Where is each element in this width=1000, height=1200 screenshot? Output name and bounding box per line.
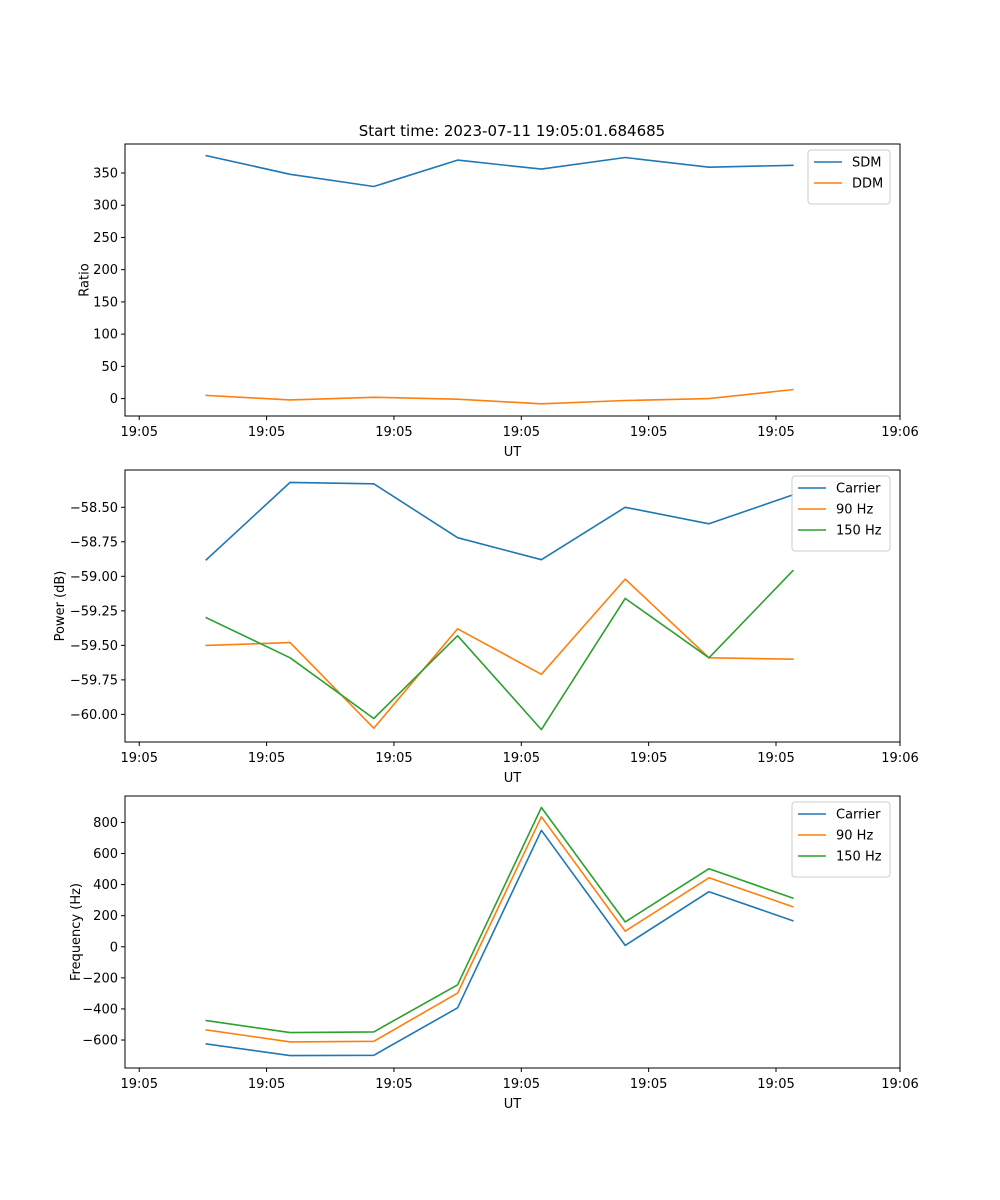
x-tick-label: 19:05: [121, 1077, 158, 1092]
legend-label: 90 Hz: [836, 503, 873, 518]
y-tick-label: 0: [110, 940, 118, 955]
y-tick-label: 300: [93, 199, 118, 214]
legend-label: 150 Hz: [836, 850, 882, 865]
x-axis-label: UT: [504, 1097, 522, 1112]
series-line-ddm: [205, 388, 794, 405]
figure-title: Start time: 2023-07-11 19:05:01.684685: [359, 122, 665, 140]
y-tick-label: 50: [101, 360, 118, 375]
legend: Carrier 90 Hz 150 Hz: [791, 475, 891, 552]
panel-power: 19:05 19:05 19:05 19:05 19:05 19:05 19:06 −60.0…: [53, 469, 919, 786]
y-tick-label: −59.50: [70, 639, 118, 654]
x-tick-label: 19:05: [757, 1077, 794, 1092]
series-line-90-hz: [205, 815, 794, 1043]
x-tick-label: 19:05: [121, 751, 158, 766]
x-axis-label: UT: [504, 445, 522, 460]
y-tick-label: 100: [93, 328, 118, 343]
y-tick-label: 200: [93, 263, 118, 278]
y-tick-label: −58.75: [70, 535, 118, 550]
legend-box: [791, 801, 891, 878]
x-tick-label: 19:05: [375, 1077, 412, 1092]
plot-frame: [124, 143, 901, 417]
y-axis-label: Ratio: [77, 263, 92, 296]
y-tick-label: 250: [93, 231, 118, 246]
x-tick-label: 19:05: [630, 425, 667, 440]
x-tick-label: 19:05: [248, 425, 285, 440]
x-tick-label: 19:05: [121, 425, 158, 440]
y-tick-label: 0: [110, 392, 118, 407]
x-tick-label: 19:06: [881, 1077, 918, 1092]
legend-box: [807, 149, 891, 205]
x-tick-label: 19:05: [503, 751, 540, 766]
panel-frequency: 19:05 19:05 19:05 19:05 19:05 19:05 19:06 −600 −…: [69, 795, 919, 1112]
x-tick-label: 19:05: [375, 751, 412, 766]
series-line-carrier: [205, 481, 794, 561]
x-tick-label: 19:05: [757, 425, 794, 440]
x-tick-label: 19:05: [248, 751, 285, 766]
x-tick-label: 19:05: [757, 751, 794, 766]
panels: 19:05 19:05 19:05 19:05 19:05 19:05 19:06 0 50 10…: [53, 143, 919, 1112]
y-axis-label: Power (dB): [53, 571, 68, 642]
x-tick-label: 19:06: [881, 751, 918, 766]
legend-box: [791, 475, 891, 552]
legend: Carrier 90 Hz 150 Hz: [791, 801, 891, 878]
y-axis-label: Frequency (Hz): [69, 883, 84, 981]
y-tick-label: 350: [93, 167, 118, 182]
series-line-90-hz: [205, 578, 794, 730]
y-tick-label: 200: [93, 909, 118, 924]
x-tick-label: 19:05: [503, 425, 540, 440]
x-axis-label: UT: [504, 771, 522, 786]
legend-label: 150 Hz: [836, 524, 882, 539]
y-tick-label: 150: [93, 295, 118, 310]
x-tick-label: 19:06: [881, 425, 918, 440]
series-line-150-hz: [205, 569, 794, 731]
x-tick-label: 19:05: [503, 1077, 540, 1092]
legend-label: SDM: [852, 156, 881, 171]
y-tick-label: −60.00: [70, 708, 118, 723]
series-line-sdm: [205, 154, 794, 188]
x-tick-label: 19:05: [248, 1077, 285, 1092]
y-tick-label: −400: [82, 1002, 118, 1017]
y-tick-label: −58.50: [70, 501, 118, 516]
y-tick-label: −59.00: [70, 570, 118, 585]
y-tick-label: −200: [82, 971, 118, 986]
y-tick-label: 800: [93, 816, 118, 831]
series-line-150-hz: [205, 806, 794, 1034]
x-tick-label: 19:05: [375, 425, 412, 440]
series-line-carrier: [205, 829, 794, 1057]
x-tick-label: 19:05: [630, 1077, 667, 1092]
panel-ratio: 19:05 19:05 19:05 19:05 19:05 19:05 19:06 0 50 10…: [77, 143, 919, 460]
plot-frame: [124, 469, 901, 743]
legend-label: DDM: [852, 177, 883, 192]
legend: SDM DDM: [807, 149, 891, 205]
y-tick-label: −59.75: [70, 673, 118, 688]
y-tick-label: −600: [82, 1034, 118, 1049]
legend-label: Carrier: [836, 808, 881, 823]
y-tick-label: 600: [93, 847, 118, 862]
y-tick-label: 400: [93, 878, 118, 893]
y-tick-label: −59.25: [70, 604, 118, 619]
plot-frame: [124, 795, 901, 1069]
legend-label: 90 Hz: [836, 829, 873, 844]
legend-label: Carrier: [836, 482, 881, 497]
x-tick-label: 19:05: [630, 751, 667, 766]
